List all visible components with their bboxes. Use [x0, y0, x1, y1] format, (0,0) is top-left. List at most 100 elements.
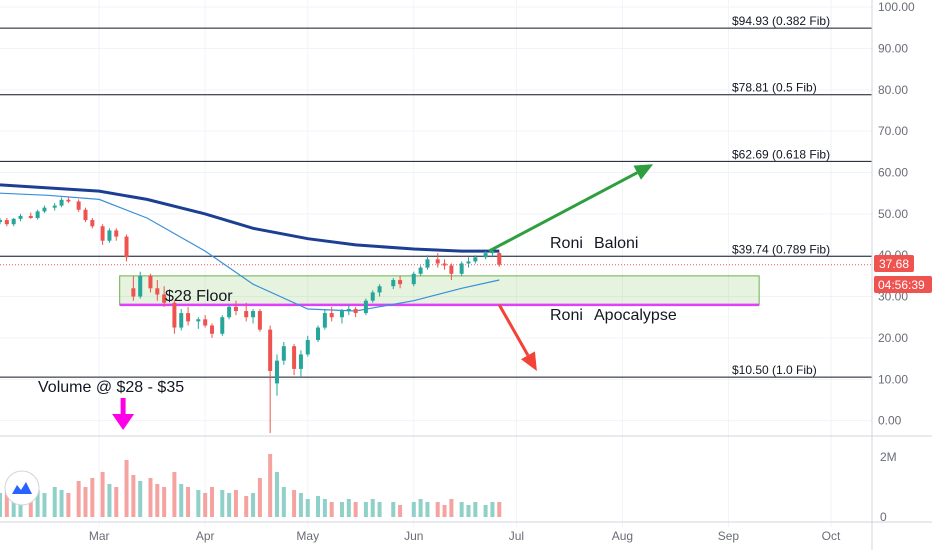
- time-tick-label: Jun: [404, 529, 423, 543]
- candle: [148, 273, 153, 293]
- bull-arrow-shaft: [488, 171, 638, 253]
- countdown-badge: [874, 276, 932, 293]
- annotations: $28 Floor Volume @ $28 - $35 Roni Baloni…: [38, 235, 677, 396]
- candle: [227, 304, 232, 320]
- price-tick-label: 50.00: [878, 207, 908, 221]
- candle: [370, 290, 375, 303]
- support-zone-layer: [0, 264, 872, 307]
- candle-body: [322, 313, 327, 328]
- candle: [83, 207, 88, 223]
- candle-body: [459, 263, 464, 274]
- volume-bar: [148, 478, 153, 517]
- volume-bar: [363, 502, 368, 517]
- candle: [114, 228, 119, 241]
- candle-body: [196, 319, 201, 322]
- time-tick-label: Oct: [822, 529, 841, 543]
- candle-body: [473, 257, 478, 262]
- candle: [210, 323, 215, 338]
- candle-body: [490, 251, 495, 254]
- candle-body: [363, 300, 368, 314]
- volume-bar: [292, 490, 297, 517]
- candle-body: [353, 308, 358, 314]
- countdown-label: 04:56:39: [878, 278, 925, 292]
- candle-body: [131, 288, 136, 297]
- candle-body: [4, 220, 9, 225]
- time-tick-label: Jul: [509, 529, 524, 543]
- volume-bar: [138, 481, 143, 517]
- candle-body: [186, 313, 191, 322]
- candle: [473, 255, 478, 264]
- candle: [179, 308, 184, 331]
- volume-bar: [305, 499, 310, 517]
- candle: [233, 300, 238, 316]
- candle-body: [227, 306, 232, 318]
- volume-bar: [90, 478, 95, 517]
- candle-body: [28, 215, 33, 218]
- candle-body: [0, 220, 2, 223]
- volume-bar: [418, 499, 423, 517]
- moving-average-line: [0, 192, 500, 312]
- volume-tick-label: 2M: [880, 450, 897, 464]
- candle: [100, 224, 105, 245]
- candle: [42, 205, 47, 214]
- candle: [76, 199, 81, 212]
- candle: [418, 265, 423, 276]
- volume-bar: [124, 460, 129, 517]
- volume-bar: [473, 502, 478, 517]
- price-tick-label: 80.00: [878, 83, 908, 97]
- volume-bar: [274, 472, 279, 517]
- volume-bar: [220, 490, 225, 517]
- volume-bar: [210, 487, 215, 517]
- floor-label: $28 Floor: [165, 288, 233, 305]
- fib-label: $39.74 (0.789 Fib): [732, 242, 830, 256]
- candlesticks: [0, 196, 502, 433]
- candle-body: [449, 265, 454, 274]
- candle: [442, 259, 447, 270]
- candle-body: [83, 209, 88, 221]
- time-tick-label: May: [296, 529, 319, 543]
- candle-body: [483, 253, 488, 258]
- candle: [162, 286, 167, 307]
- volume-bar: [425, 502, 430, 517]
- candle-body: [292, 346, 297, 369]
- volume-bar: [35, 490, 40, 517]
- candle: [346, 304, 351, 316]
- volume-bar: [244, 496, 249, 517]
- candle: [398, 275, 403, 289]
- volume-bar: [442, 505, 447, 517]
- candle: [329, 306, 334, 322]
- candle: [411, 271, 416, 287]
- volume-bar: [339, 502, 344, 517]
- candle: [203, 315, 208, 328]
- candle-body: [90, 220, 95, 227]
- volume-bar: [449, 499, 454, 517]
- candle: [220, 315, 225, 336]
- volume-bar: [411, 502, 416, 517]
- candle-body: [203, 319, 208, 326]
- volume-bar: [298, 493, 303, 517]
- candle-body: [305, 339, 310, 355]
- candle: [0, 218, 2, 225]
- candle-body: [391, 280, 396, 287]
- volume-bar: [155, 484, 160, 517]
- volume-bar: [107, 484, 112, 517]
- volume-bar: [257, 478, 262, 517]
- candle: [131, 275, 136, 301]
- bear-arrow-shaft: [497, 304, 530, 357]
- volume-bar: [100, 472, 105, 517]
- bear-label-2: Apocalypse: [594, 307, 677, 324]
- candle-body: [418, 267, 423, 274]
- candle-body: [233, 306, 238, 312]
- candle: [11, 218, 16, 227]
- volume-bar: [490, 502, 495, 517]
- tradingview-logo[interactable]: [4, 470, 40, 506]
- volume-bar: [281, 487, 286, 517]
- volume-bar: [162, 487, 167, 517]
- time-tick-label: Aug: [612, 529, 633, 543]
- fib-label: $10.50 (1.0 Fib): [732, 363, 817, 377]
- volume-bar: [11, 496, 16, 517]
- volume-bar: [398, 505, 403, 517]
- candle-body: [210, 325, 215, 334]
- price-tick-label: 0.00: [878, 414, 902, 428]
